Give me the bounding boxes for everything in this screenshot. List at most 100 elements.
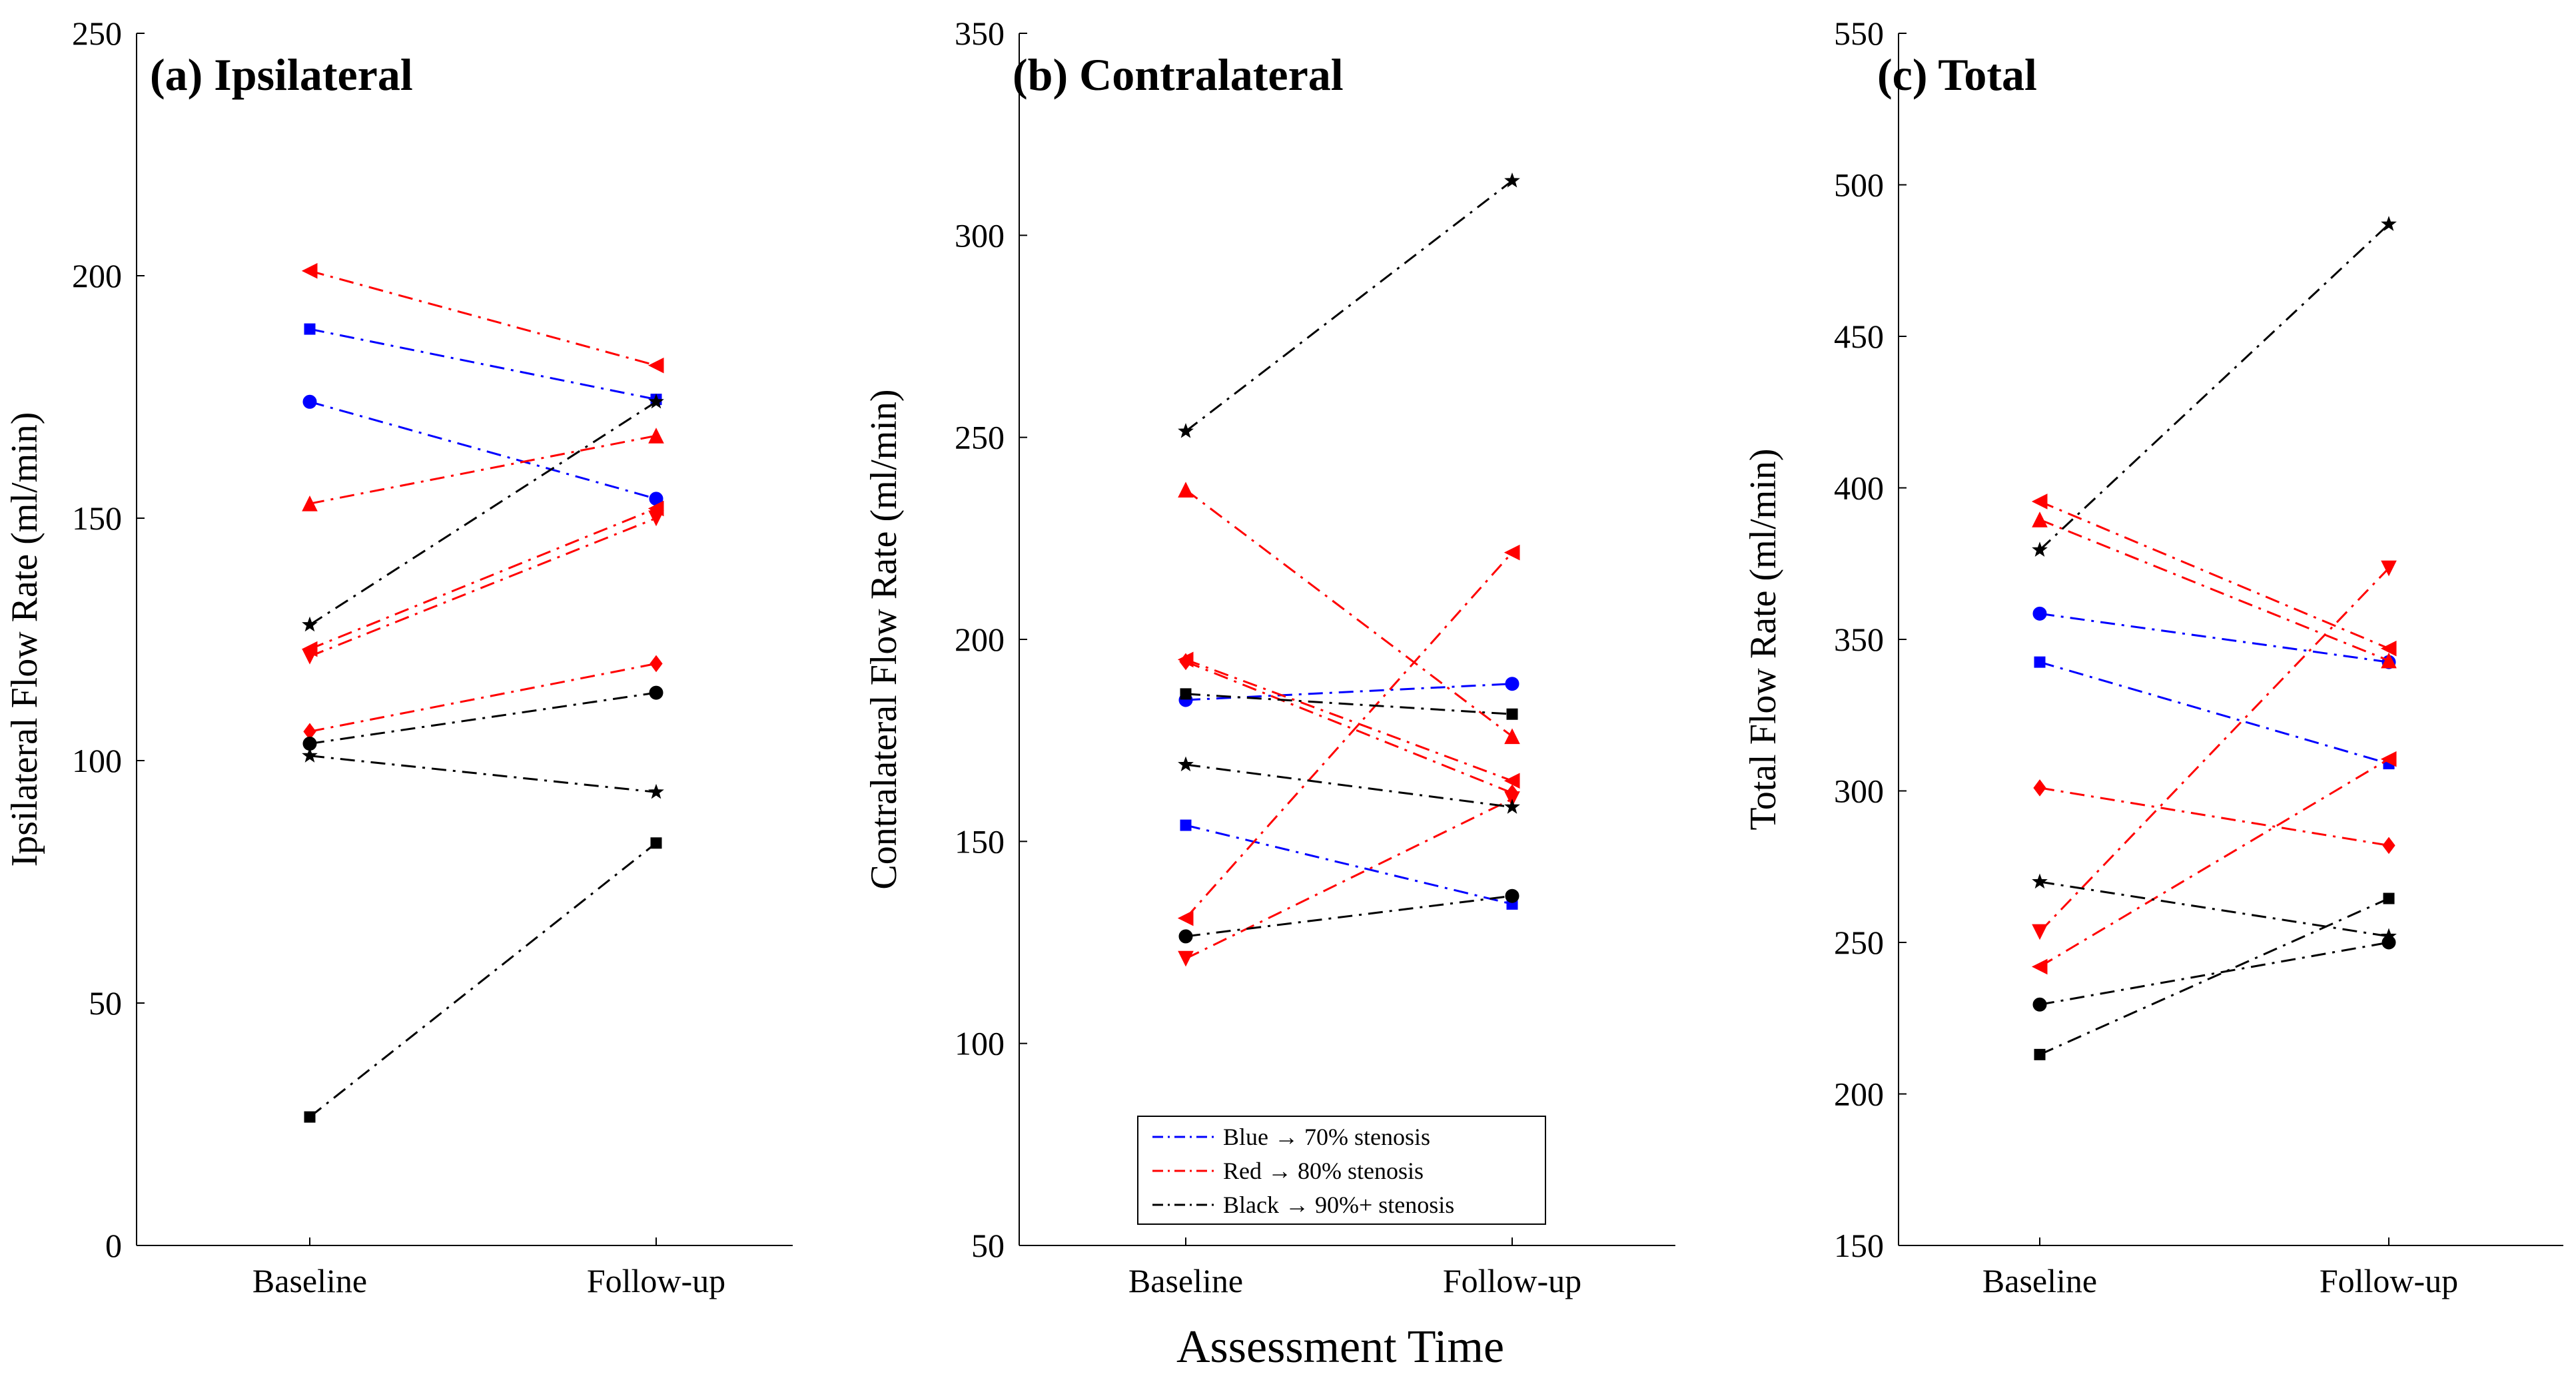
series-line: [2039, 880, 2389, 938]
panel-title-contralateral: (b) Contralateral: [1013, 49, 1344, 100]
series-total-7: [2031, 751, 2397, 975]
data-point-triangle-down: [302, 648, 318, 665]
data-point-diamond: [2033, 779, 2046, 797]
y-tick-label-ipsilateral: 0: [105, 1227, 122, 1264]
series-line: [1185, 180, 1513, 432]
data-point-star: [648, 783, 664, 799]
data-point-triangle-down: [648, 510, 664, 527]
data-point-circle: [2381, 935, 2396, 950]
data-point-circle: [1505, 677, 1519, 691]
series-total-6: [2032, 560, 2397, 940]
series-line: [2039, 661, 2389, 765]
x-tick-label-ipsilateral: Follow-up: [587, 1262, 725, 1299]
data-point-triangle-down: [2032, 924, 2048, 940]
data-point-star: [2032, 873, 2048, 889]
series-line: [1185, 489, 1513, 737]
series-ipsilateral-2: [302, 394, 663, 506]
y-tick-label-ipsilateral: 200: [72, 257, 122, 294]
series-total-4: [2032, 512, 2397, 669]
data-point-star: [302, 747, 318, 763]
series-ipsilateral-10: [302, 747, 664, 799]
series-line: [1185, 693, 1513, 715]
series-line: [1185, 894, 1513, 938]
series-ipsilateral-4: [302, 428, 664, 512]
data-point-square: [304, 1111, 316, 1123]
data-point-square: [1180, 819, 1192, 831]
y-tick-label-ipsilateral: 50: [89, 984, 122, 1022]
data-point-circle: [649, 685, 663, 700]
series-ipsilateral-7: [303, 655, 663, 741]
y-tick-label-total: 300: [1834, 773, 1884, 810]
series-line: [309, 691, 657, 745]
data-point-triangle-left: [1503, 544, 1520, 561]
series-line: [1185, 660, 1513, 794]
y-tick-label-ipsilateral: 250: [72, 15, 122, 52]
data-point-triangle-left: [2031, 958, 2048, 975]
data-point-triangle-down: [2381, 560, 2397, 577]
series-ipsilateral-11: [304, 837, 662, 1123]
series-ipsilateral-6: [302, 510, 664, 665]
data-point-star: [2032, 541, 2048, 557]
series-contralateral-2: [1180, 819, 1518, 910]
y-tick-label-contralateral: 250: [955, 419, 1005, 456]
series-line: [309, 662, 657, 733]
data-point-square: [304, 323, 316, 335]
y-tick-label-ipsilateral: 150: [72, 500, 122, 537]
data-point-square: [650, 837, 662, 849]
y-tick-label-total: 150: [1834, 1227, 1884, 1264]
series-line: [2039, 612, 2389, 663]
data-point-triangle-up: [1504, 728, 1520, 745]
series-line: [2039, 787, 2389, 847]
data-point-triangle-up: [2032, 512, 2048, 527]
x-axis-title: Assessment Time: [1176, 1321, 1504, 1373]
series-ipsilateral-5: [301, 500, 664, 657]
x-tick-label-total: Baseline: [1982, 1262, 2097, 1299]
data-point-star: [302, 616, 318, 632]
data-point-triangle-up: [1178, 482, 1194, 498]
series-line: [2039, 518, 2389, 662]
series-total-9: [2032, 873, 2397, 943]
series-line: [1185, 658, 1513, 782]
data-point-triangle-left: [301, 262, 318, 279]
y-tick-label-contralateral: 150: [955, 823, 1005, 860]
series-contralateral-6: [1177, 544, 1520, 926]
data-point-star: [1178, 756, 1194, 772]
data-point-circle: [302, 394, 317, 409]
y-tick-label-total: 400: [1834, 470, 1884, 507]
series-contralateral-9: [1180, 688, 1518, 720]
series-contralateral-10: [1178, 756, 1520, 814]
series-ipsilateral-3: [301, 262, 664, 374]
y-axis-title-contralateral: Contralateral Flow Rate (ml/min): [863, 389, 905, 889]
panel-total: 150 200 250 300 350 400 450 500 550 Baseline Follo…: [1743, 15, 2563, 1299]
series-contralateral-5: [1179, 653, 1519, 802]
data-point-triangle-left: [2031, 494, 2048, 510]
series-line: [309, 842, 657, 1118]
y-tick-label-total: 250: [1834, 924, 1884, 961]
series-line: [309, 270, 657, 367]
chart-panels: 0 50 100 150 200 250 Baseline Follow-up (a) Ipsi…: [4, 15, 2563, 1299]
data-point-circle: [1505, 888, 1519, 903]
data-point-star: [1504, 799, 1520, 814]
series-contralateral-3: [1178, 482, 1520, 745]
series-line: [1185, 824, 1513, 905]
data-point-circle: [2032, 997, 2047, 1012]
series-ipsilateral-8: [302, 393, 664, 632]
x-tick-label-contralateral: Follow-up: [1443, 1262, 1581, 1299]
series-line: [309, 434, 657, 505]
series-line: [2038, 223, 2390, 551]
panel-contralateral: 50 100 150 200 250 300 350 Baseline Follow-up (b)…: [863, 15, 1675, 1299]
series-line: [2039, 941, 2389, 1006]
y-tick-label-contralateral: 200: [955, 621, 1005, 658]
series-line: [309, 328, 657, 401]
y-tick-label-contralateral: 50: [971, 1227, 1005, 1264]
series-line: [1184, 551, 1513, 919]
data-point-diamond: [649, 655, 663, 673]
series-ipsilateral-1: [304, 323, 662, 406]
series-line: [2039, 758, 2389, 968]
x-tick-label-total: Follow-up: [2320, 1262, 2458, 1299]
data-point-square: [2034, 656, 2046, 668]
data-point-diamond: [1179, 653, 1192, 671]
data-point-triangle-down: [1178, 950, 1194, 967]
series-ipsilateral-9: [302, 685, 663, 751]
data-point-triangle-left: [2380, 751, 2397, 767]
